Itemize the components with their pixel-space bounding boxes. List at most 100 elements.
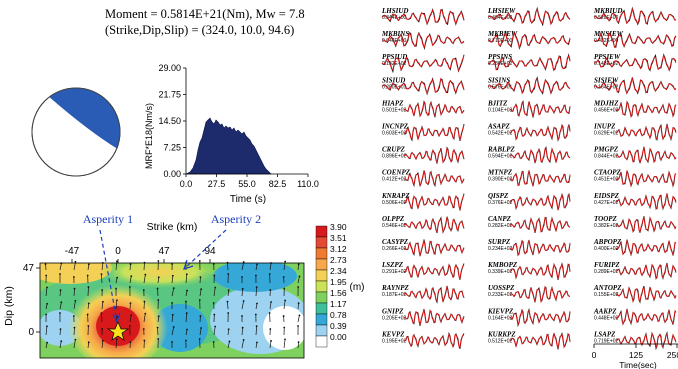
- slip-vector-head: [129, 302, 132, 305]
- slip-vector-head: [242, 300, 245, 302]
- colorbar-label: 0.78: [330, 310, 347, 320]
- synthetic-trace: [509, 147, 571, 164]
- slip-vector-head: [214, 325, 217, 328]
- slip-vector-head: [212, 341, 215, 343]
- station-name: CASYPZ: [382, 238, 409, 246]
- synthetic-trace: [403, 170, 465, 187]
- slip-vector-head: [213, 274, 216, 277]
- slip-vector: [171, 288, 175, 297]
- slip-vector-head: [200, 288, 203, 290]
- mrf-ytick-label: 7.25: [163, 143, 181, 153]
- slip-vector-head: [283, 326, 286, 329]
- slip-vector-head: [297, 302, 300, 305]
- slip-vector: [241, 327, 244, 336]
- observed-trace: [403, 146, 465, 164]
- slip-vector-head: [198, 260, 201, 262]
- slip-vector-head: [74, 260, 77, 263]
- synthetic-trace: [593, 31, 677, 49]
- slip-vector: [227, 290, 230, 297]
- focal-mechanism-beachball: [31, 87, 121, 177]
- slip-vector-head: [130, 314, 133, 317]
- slip-vector-head: [241, 326, 244, 329]
- station-name: LHSIUD: [381, 7, 408, 15]
- slip-vector-head: [144, 273, 147, 276]
- synthetic-trace: [593, 53, 677, 72]
- mrf-area: [185, 117, 272, 175]
- station-name: EIDSPZ: [593, 192, 620, 200]
- slip-vector-head: [256, 263, 258, 266]
- slip-field: [40, 263, 304, 358]
- slip-vector-head: [199, 276, 202, 278]
- station-amplitude: 0.390E+02: [488, 177, 513, 183]
- slip-vector: [101, 313, 103, 323]
- slip-vector-head: [44, 263, 47, 265]
- slip-vector: [297, 342, 299, 349]
- mrf-ylabel: MRF*E18(Nm/s): [144, 103, 154, 169]
- slip-vector-head: [185, 312, 188, 315]
- slip-vector: [143, 313, 146, 323]
- station-amplitude: 0.104E+03: [488, 107, 513, 113]
- station-name: MKBIEW: [487, 30, 518, 38]
- slip-vector-head: [298, 314, 301, 317]
- dip-tick-label: 47: [23, 263, 35, 274]
- slip-vector: [171, 275, 174, 284]
- slip-vector-head: [129, 341, 132, 343]
- slip-vector-head: [156, 287, 159, 290]
- synthetic-trace: [509, 169, 571, 187]
- colorbar-label: 2.34: [330, 266, 347, 276]
- synthetic-trace: [381, 8, 465, 25]
- synthetic-trace: [509, 308, 571, 326]
- slip-vector: [269, 262, 272, 271]
- station-name: ANTOPZ: [593, 284, 622, 292]
- source-header: Moment = 0.5814E+21(Nm), Mw = 7.8 (Strik…: [105, 6, 365, 38]
- slip-vector-head: [116, 276, 119, 279]
- station-name: FURIPZ: [594, 261, 620, 269]
- slip-vector-head: [60, 340, 63, 343]
- mechanism-line: (Strike,Dip,Slip) = (324.0, 10.0, 94.6): [105, 23, 295, 37]
- slip-vector-head: [101, 339, 104, 342]
- slip-vector: [101, 340, 104, 349]
- slip-vector: [157, 277, 160, 284]
- colorbar-swatch: [315, 258, 328, 271]
- slip-vector-head: [282, 315, 285, 317]
- station-amplitude: 0.896E+02: [382, 154, 407, 160]
- station-amplitude: 0.603E+02: [382, 131, 407, 137]
- synthetic-trace: [381, 77, 465, 95]
- slip-vector-head: [157, 315, 160, 318]
- slip-vector-head: [269, 289, 272, 291]
- asperity-1-label: Asperity 1: [83, 212, 133, 226]
- station-amplitude: 0.376E+02: [488, 200, 513, 206]
- station-amplitude: 0.205E+02: [382, 315, 407, 321]
- station-amplitude: 0.289E+02: [594, 269, 619, 275]
- slip-vector-head: [226, 300, 229, 303]
- time-axis-label: Time(sec): [619, 360, 657, 369]
- slip-vector-head: [227, 312, 230, 314]
- slip-vector-head: [60, 301, 63, 304]
- slip-vector-head: [73, 287, 76, 290]
- station-name: KIEVPZ: [487, 307, 514, 315]
- slip-vector-head: [144, 312, 147, 315]
- asperity-1-arrowhead: [112, 312, 121, 324]
- mrf-ytick-label: 14.50: [158, 116, 181, 126]
- slip-vector: [185, 274, 188, 284]
- slip-vector-head: [87, 325, 90, 327]
- station-amplitude: 0.719E+02: [594, 338, 619, 344]
- mrf-xtick-label: 82.5: [269, 179, 287, 189]
- slip-vector-head: [142, 289, 145, 291]
- station-name: MNSIEW: [593, 30, 624, 38]
- slip-vector-head: [284, 338, 286, 341]
- strike-tick-label: 47: [158, 246, 170, 257]
- synthetic-trace: [509, 332, 571, 349]
- slip-vector-head: [87, 263, 90, 266]
- slip-vector-head: [142, 328, 145, 330]
- colorbar-swatch: [315, 335, 328, 348]
- mrf-xtick-label: 110.0: [297, 179, 319, 189]
